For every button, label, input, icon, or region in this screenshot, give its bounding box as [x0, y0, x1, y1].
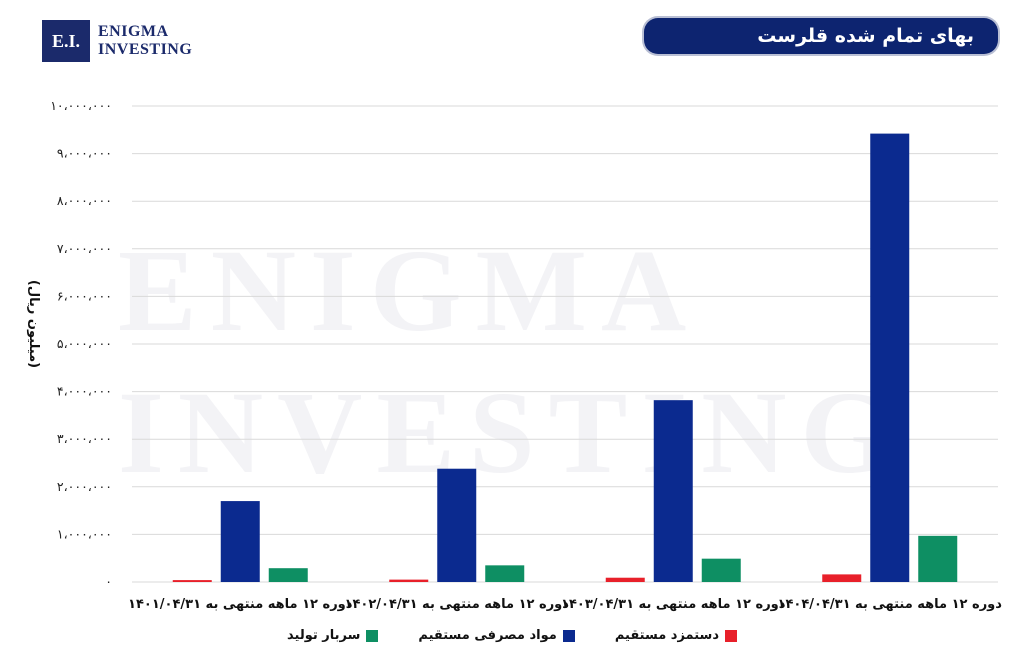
logo-line2: INVESTING: [98, 41, 193, 58]
y-tick-label: ۸،۰۰۰،۰۰۰: [57, 193, 112, 208]
y-axis-label: (میلیون ریال): [26, 280, 41, 368]
bar: [172, 580, 212, 582]
bar: [220, 501, 260, 582]
x-tick-label: دوره ۱۲ ماهه منتهی به ۱۴۰۱/۰۴/۳۱: [128, 597, 353, 612]
legend-label: سربار تولید: [287, 628, 361, 643]
legend-label: دستمزد مستقیم: [614, 628, 720, 643]
y-tick-label: ۷،۰۰۰،۰۰۰: [57, 241, 112, 256]
bar: [822, 574, 862, 582]
x-tick-label: دوره ۱۲ ماهه منتهی به ۱۴۰۳/۰۴/۳۱: [561, 597, 786, 612]
chart-title: بهای تمام شده قلرست: [644, 18, 998, 54]
logo-mark: E.I.: [42, 20, 90, 62]
y-tick-label: ۱۰،۰۰۰،۰۰۰: [50, 98, 112, 113]
legend-item: مواد مصرفی مستقیم: [418, 628, 575, 643]
y-axis-ticks: ۰ ۱،۰۰۰،۰۰۰ ۲،۰۰۰،۰۰۰ ۳،۰۰۰،۰۰۰ ۴،۰۰۰،۰۰۰ ۵،۰…: [50, 98, 112, 589]
bar: [701, 558, 741, 582]
watermark-line2: INVESTING: [118, 367, 906, 498]
bar: [918, 535, 958, 582]
x-tick-label: دوره ۱۲ ماهه منتهی به ۱۴۰۲/۰۴/۳۱: [345, 597, 570, 612]
legend-swatch: [725, 629, 738, 642]
bar: [437, 468, 477, 582]
x-tick-label: دوره ۱۲ ماهه منتهی به ۱۴۰۴/۰۴/۳۱: [778, 597, 1003, 612]
bar: [268, 568, 308, 582]
logo-line1: ENIGMA: [98, 23, 169, 40]
y-tick-label: ۶،۰۰۰،۰۰۰: [57, 288, 112, 303]
legend-swatch: [562, 629, 575, 642]
watermark: ENIGMA INVESTING: [118, 225, 906, 498]
legend-item: دستمزد مستقیم: [614, 628, 738, 643]
y-tick-label: ۳،۰۰۰،۰۰۰: [57, 431, 112, 446]
y-tick-label: ۴،۰۰۰،۰۰۰: [57, 384, 112, 399]
bar: [870, 133, 910, 582]
y-tick-label: ۲،۰۰۰،۰۰۰: [57, 479, 112, 494]
bar: [389, 579, 429, 582]
y-tick-label: ۹،۰۰۰،۰۰۰: [57, 146, 112, 161]
bar: [653, 400, 693, 582]
y-tick-label: ۵،۰۰۰،۰۰۰: [57, 336, 112, 351]
legend: دستمزد مستقیم مواد مصرفی مستقیم سربار تولی…: [0, 628, 1024, 643]
bars: [172, 133, 958, 582]
legend-swatch: [366, 629, 379, 642]
legend-item: سربار تولید: [287, 628, 379, 643]
bar: [485, 565, 525, 582]
bar: [605, 577, 645, 582]
legend-label: مواد مصرفی مستقیم: [418, 628, 557, 643]
y-tick-label: ۱،۰۰۰،۰۰۰: [57, 526, 112, 541]
brand-logo: E.I. ENIGMA INVESTING: [42, 20, 192, 62]
y-tick-label: ۰: [105, 574, 112, 589]
logo-text: ENIGMA INVESTING: [98, 23, 192, 59]
watermark-line1: ENIGMA: [118, 225, 700, 356]
grid: [132, 105, 998, 583]
